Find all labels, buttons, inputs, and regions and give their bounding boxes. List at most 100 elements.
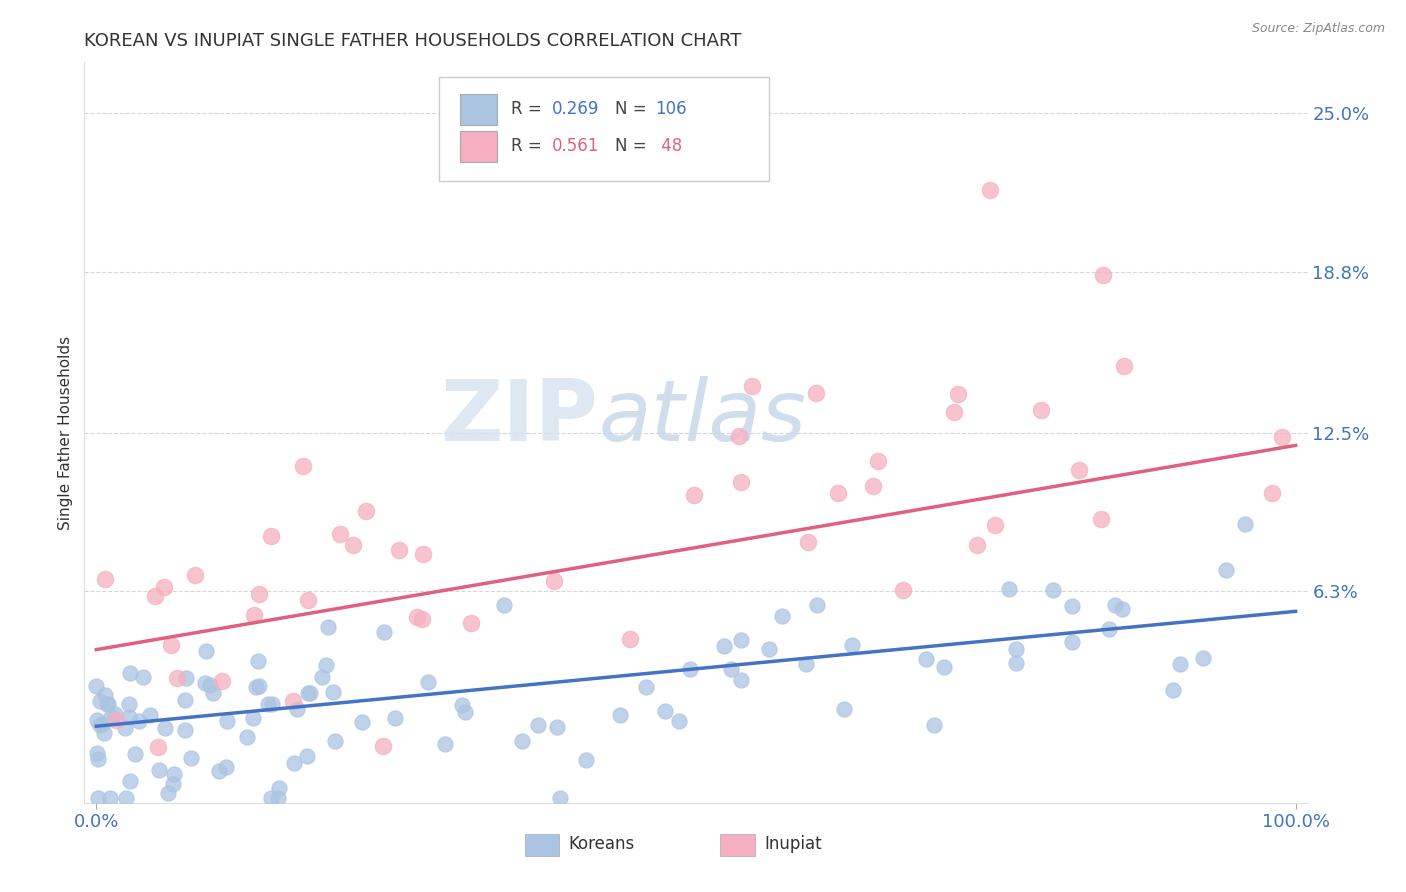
Point bbox=[117, 709, 139, 723]
Point bbox=[311, 670, 333, 684]
Point bbox=[283, 756, 305, 771]
Point bbox=[550, 790, 572, 805]
Point bbox=[184, 567, 207, 582]
Point bbox=[922, 718, 945, 732]
Point bbox=[316, 620, 339, 634]
Point bbox=[157, 786, 180, 800]
Point bbox=[91, 716, 114, 731]
Point bbox=[195, 644, 218, 658]
Point bbox=[730, 673, 752, 687]
Point bbox=[298, 686, 321, 700]
Text: atlas: atlas bbox=[598, 376, 806, 459]
Point bbox=[94, 688, 117, 702]
Point bbox=[1215, 563, 1237, 577]
Point bbox=[323, 733, 346, 747]
Point bbox=[1062, 599, 1084, 614]
Point bbox=[104, 714, 127, 728]
Point bbox=[1098, 622, 1121, 636]
Point bbox=[118, 666, 141, 681]
Point bbox=[266, 790, 288, 805]
Point bbox=[1090, 512, 1112, 526]
Point bbox=[770, 609, 793, 624]
Point bbox=[163, 766, 186, 780]
Point bbox=[891, 583, 914, 598]
Text: Koreans: Koreans bbox=[569, 835, 636, 853]
Point bbox=[1029, 403, 1052, 417]
Point bbox=[148, 763, 170, 777]
Point bbox=[281, 694, 304, 708]
Point bbox=[943, 404, 966, 418]
Point bbox=[841, 638, 863, 652]
Y-axis label: Single Father Households: Single Father Households bbox=[58, 335, 73, 530]
Point bbox=[104, 707, 127, 722]
Point bbox=[373, 739, 395, 754]
Text: 106: 106 bbox=[655, 100, 688, 118]
Point bbox=[267, 781, 290, 796]
Point bbox=[322, 684, 344, 698]
Point bbox=[176, 671, 198, 685]
Point bbox=[1271, 430, 1294, 444]
Point bbox=[1161, 682, 1184, 697]
Point bbox=[741, 378, 763, 392]
Point bbox=[166, 671, 188, 685]
Point bbox=[146, 739, 169, 754]
Point bbox=[152, 580, 174, 594]
Point bbox=[98, 790, 121, 805]
Point bbox=[1042, 583, 1064, 598]
Point bbox=[373, 624, 395, 639]
Point bbox=[350, 715, 373, 730]
Point bbox=[86, 746, 108, 760]
FancyBboxPatch shape bbox=[460, 130, 496, 161]
Point bbox=[609, 708, 631, 723]
Text: R =: R = bbox=[512, 137, 547, 155]
Point bbox=[96, 697, 118, 711]
Point bbox=[720, 662, 742, 676]
Text: 0.561: 0.561 bbox=[551, 137, 599, 155]
Point bbox=[215, 714, 238, 729]
Point bbox=[797, 535, 820, 549]
Point bbox=[827, 486, 849, 500]
Point bbox=[728, 429, 751, 443]
Point bbox=[207, 764, 229, 778]
Point bbox=[114, 721, 136, 735]
Point bbox=[100, 709, 122, 723]
Text: N =: N = bbox=[616, 137, 652, 155]
Point bbox=[1069, 463, 1091, 477]
Point bbox=[86, 679, 108, 693]
Point bbox=[155, 721, 177, 735]
Point bbox=[492, 598, 515, 612]
Point bbox=[966, 538, 988, 552]
FancyBboxPatch shape bbox=[524, 834, 560, 856]
Point bbox=[914, 652, 936, 666]
Point bbox=[342, 538, 364, 552]
Point bbox=[200, 677, 222, 691]
Point bbox=[758, 641, 780, 656]
Point bbox=[1191, 650, 1213, 665]
Point bbox=[1233, 516, 1256, 531]
Point bbox=[543, 574, 565, 588]
Point bbox=[236, 730, 259, 744]
Point bbox=[1261, 486, 1284, 500]
FancyBboxPatch shape bbox=[460, 94, 496, 125]
Point bbox=[297, 686, 319, 700]
Point bbox=[1092, 268, 1115, 282]
Point bbox=[162, 777, 184, 791]
Point bbox=[683, 488, 706, 502]
Point bbox=[174, 692, 197, 706]
Text: R =: R = bbox=[512, 100, 547, 118]
Point bbox=[388, 543, 411, 558]
FancyBboxPatch shape bbox=[720, 834, 755, 856]
Point bbox=[984, 518, 1007, 533]
Point bbox=[1004, 641, 1026, 656]
Point bbox=[295, 749, 318, 764]
Point bbox=[247, 679, 270, 693]
Point bbox=[434, 738, 457, 752]
Point bbox=[832, 701, 855, 715]
Point bbox=[138, 708, 160, 723]
Point bbox=[89, 718, 111, 732]
Point bbox=[526, 718, 548, 732]
Point bbox=[654, 704, 676, 718]
Point bbox=[260, 529, 283, 543]
Text: N =: N = bbox=[616, 100, 652, 118]
Text: Inupiat: Inupiat bbox=[765, 835, 823, 853]
